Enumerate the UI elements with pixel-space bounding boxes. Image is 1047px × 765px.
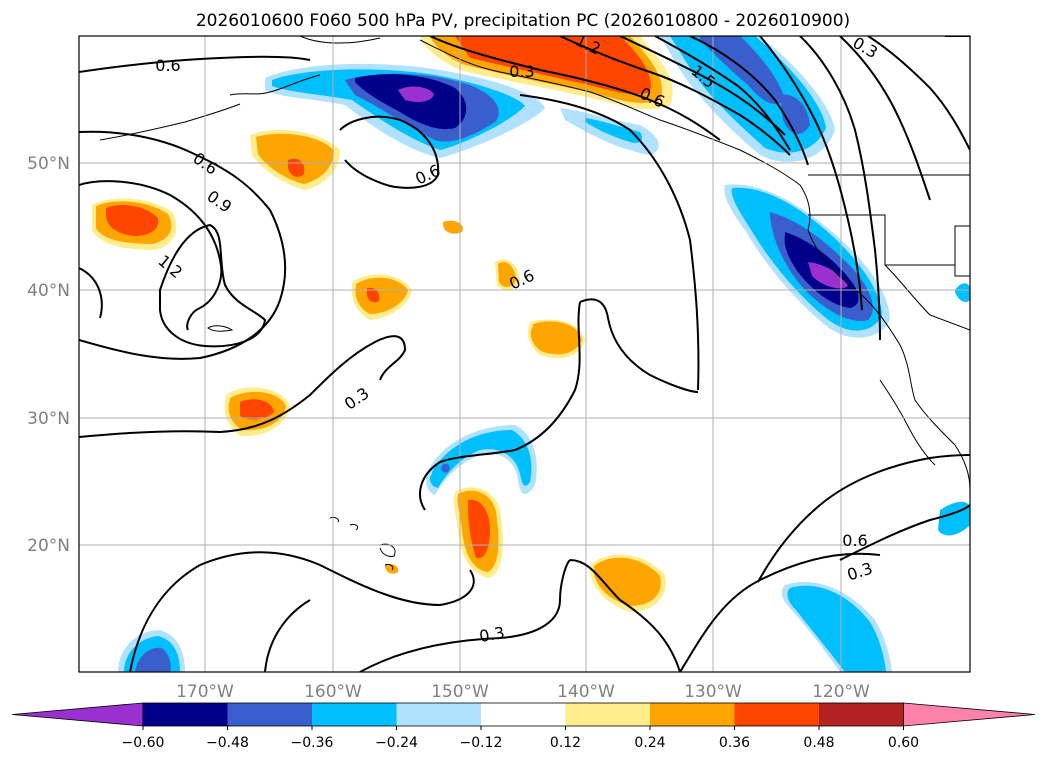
lon-label: 140°W xyxy=(557,682,615,702)
lat-label: 20°N xyxy=(27,536,70,556)
colorbar-tick-label: 0.48 xyxy=(803,735,834,751)
colorbar-swatch xyxy=(650,703,735,726)
colorbar-extend-low xyxy=(11,702,144,727)
colorbar-tick-label: −0.24 xyxy=(375,735,418,751)
lat-label: 40°N xyxy=(27,281,70,301)
contour-label: 0.3 xyxy=(509,62,534,81)
lon-label: 160°W xyxy=(304,682,362,702)
colorbar-tick-label: −0.12 xyxy=(460,735,503,751)
coastlines xyxy=(99,36,970,571)
colorbar-swatch xyxy=(227,703,312,726)
figure-title: 2026010600 F060 500 hPa PV, precipitatio… xyxy=(196,11,850,31)
graticule xyxy=(79,36,970,672)
colorbar-swatch xyxy=(565,703,650,726)
colorbar-swatch xyxy=(481,703,566,726)
lat-label: 50°N xyxy=(27,154,70,174)
lon-label: 130°W xyxy=(684,682,742,702)
colorbar-tick-label: 0.12 xyxy=(550,735,581,751)
colorbar-tick-label: 0.24 xyxy=(634,735,665,751)
lon-label: 170°W xyxy=(176,682,234,702)
colorbar-tick-label: −0.60 xyxy=(122,735,165,751)
colorbar-tick-label: 0.60 xyxy=(888,735,919,751)
colorbar-tick-label: −0.48 xyxy=(206,735,249,751)
latitude-labels: 50°N 40°N 30°N 20°N xyxy=(27,154,70,556)
contour-label: 0.3 xyxy=(478,623,506,646)
contour-label: 0.6 xyxy=(155,56,180,75)
lon-label: 120°W xyxy=(812,682,870,702)
longitude-labels: 170°W 160°W 150°W 140°W 130°W 120°W xyxy=(176,682,870,702)
lon-label: 150°W xyxy=(431,682,489,702)
colorbar-swatch xyxy=(819,703,904,726)
colorbar-swatch xyxy=(734,703,819,726)
map-panel: 0.6 0.6 0.9 1.2 0.6 0.3 1.2 1.5 0.6 0.6 … xyxy=(79,36,970,672)
colorbar-tick-label: −0.36 xyxy=(291,735,334,751)
colorbar-swatch xyxy=(143,703,228,726)
colorbar-outline xyxy=(142,702,904,727)
map-frame xyxy=(78,35,971,673)
contour-label: 0.6 xyxy=(842,531,867,550)
colorbar-extend-high xyxy=(903,702,1036,727)
colorbar: −0.60 −0.48 −0.36 −0.24 −0.12 0.12 0.24 0.36 0.4… xyxy=(11,702,1036,751)
colorbar-swatch xyxy=(396,703,481,726)
contour-labels: 0.6 0.6 0.9 1.2 0.6 0.3 1.2 1.5 0.6 0.6 … xyxy=(154,36,881,646)
colorbar-tick-label: 0.36 xyxy=(719,735,750,751)
pv-contours xyxy=(79,36,970,672)
precip-shading xyxy=(92,36,970,672)
colorbar-swatch xyxy=(312,703,397,726)
lat-label: 30°N xyxy=(27,409,70,429)
